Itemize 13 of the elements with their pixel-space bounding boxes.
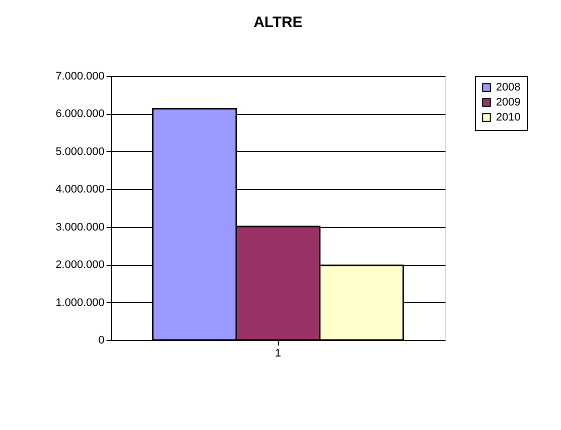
legend-label: 2008 (496, 82, 520, 94)
y-tick-label: 0 (98, 334, 104, 346)
y-tick-label: 5.000.000 (56, 146, 104, 158)
y-tick-label: 6.000.000 (56, 108, 104, 120)
legend-label: 2010 (496, 112, 520, 124)
x-tick-label: 1 (274, 348, 282, 360)
legend-label: 2009 (496, 96, 520, 108)
y-tick-label: 3.000.000 (56, 221, 104, 234)
y-tick-label: 7.000.000 (56, 70, 104, 82)
chart-title: ALTRE (254, 14, 302, 31)
y-tick-label: 1.000.000 (56, 296, 104, 309)
y-tick-label: 2.000.000 (56, 259, 104, 272)
y-tick-label: 4.000.000 (56, 184, 104, 196)
